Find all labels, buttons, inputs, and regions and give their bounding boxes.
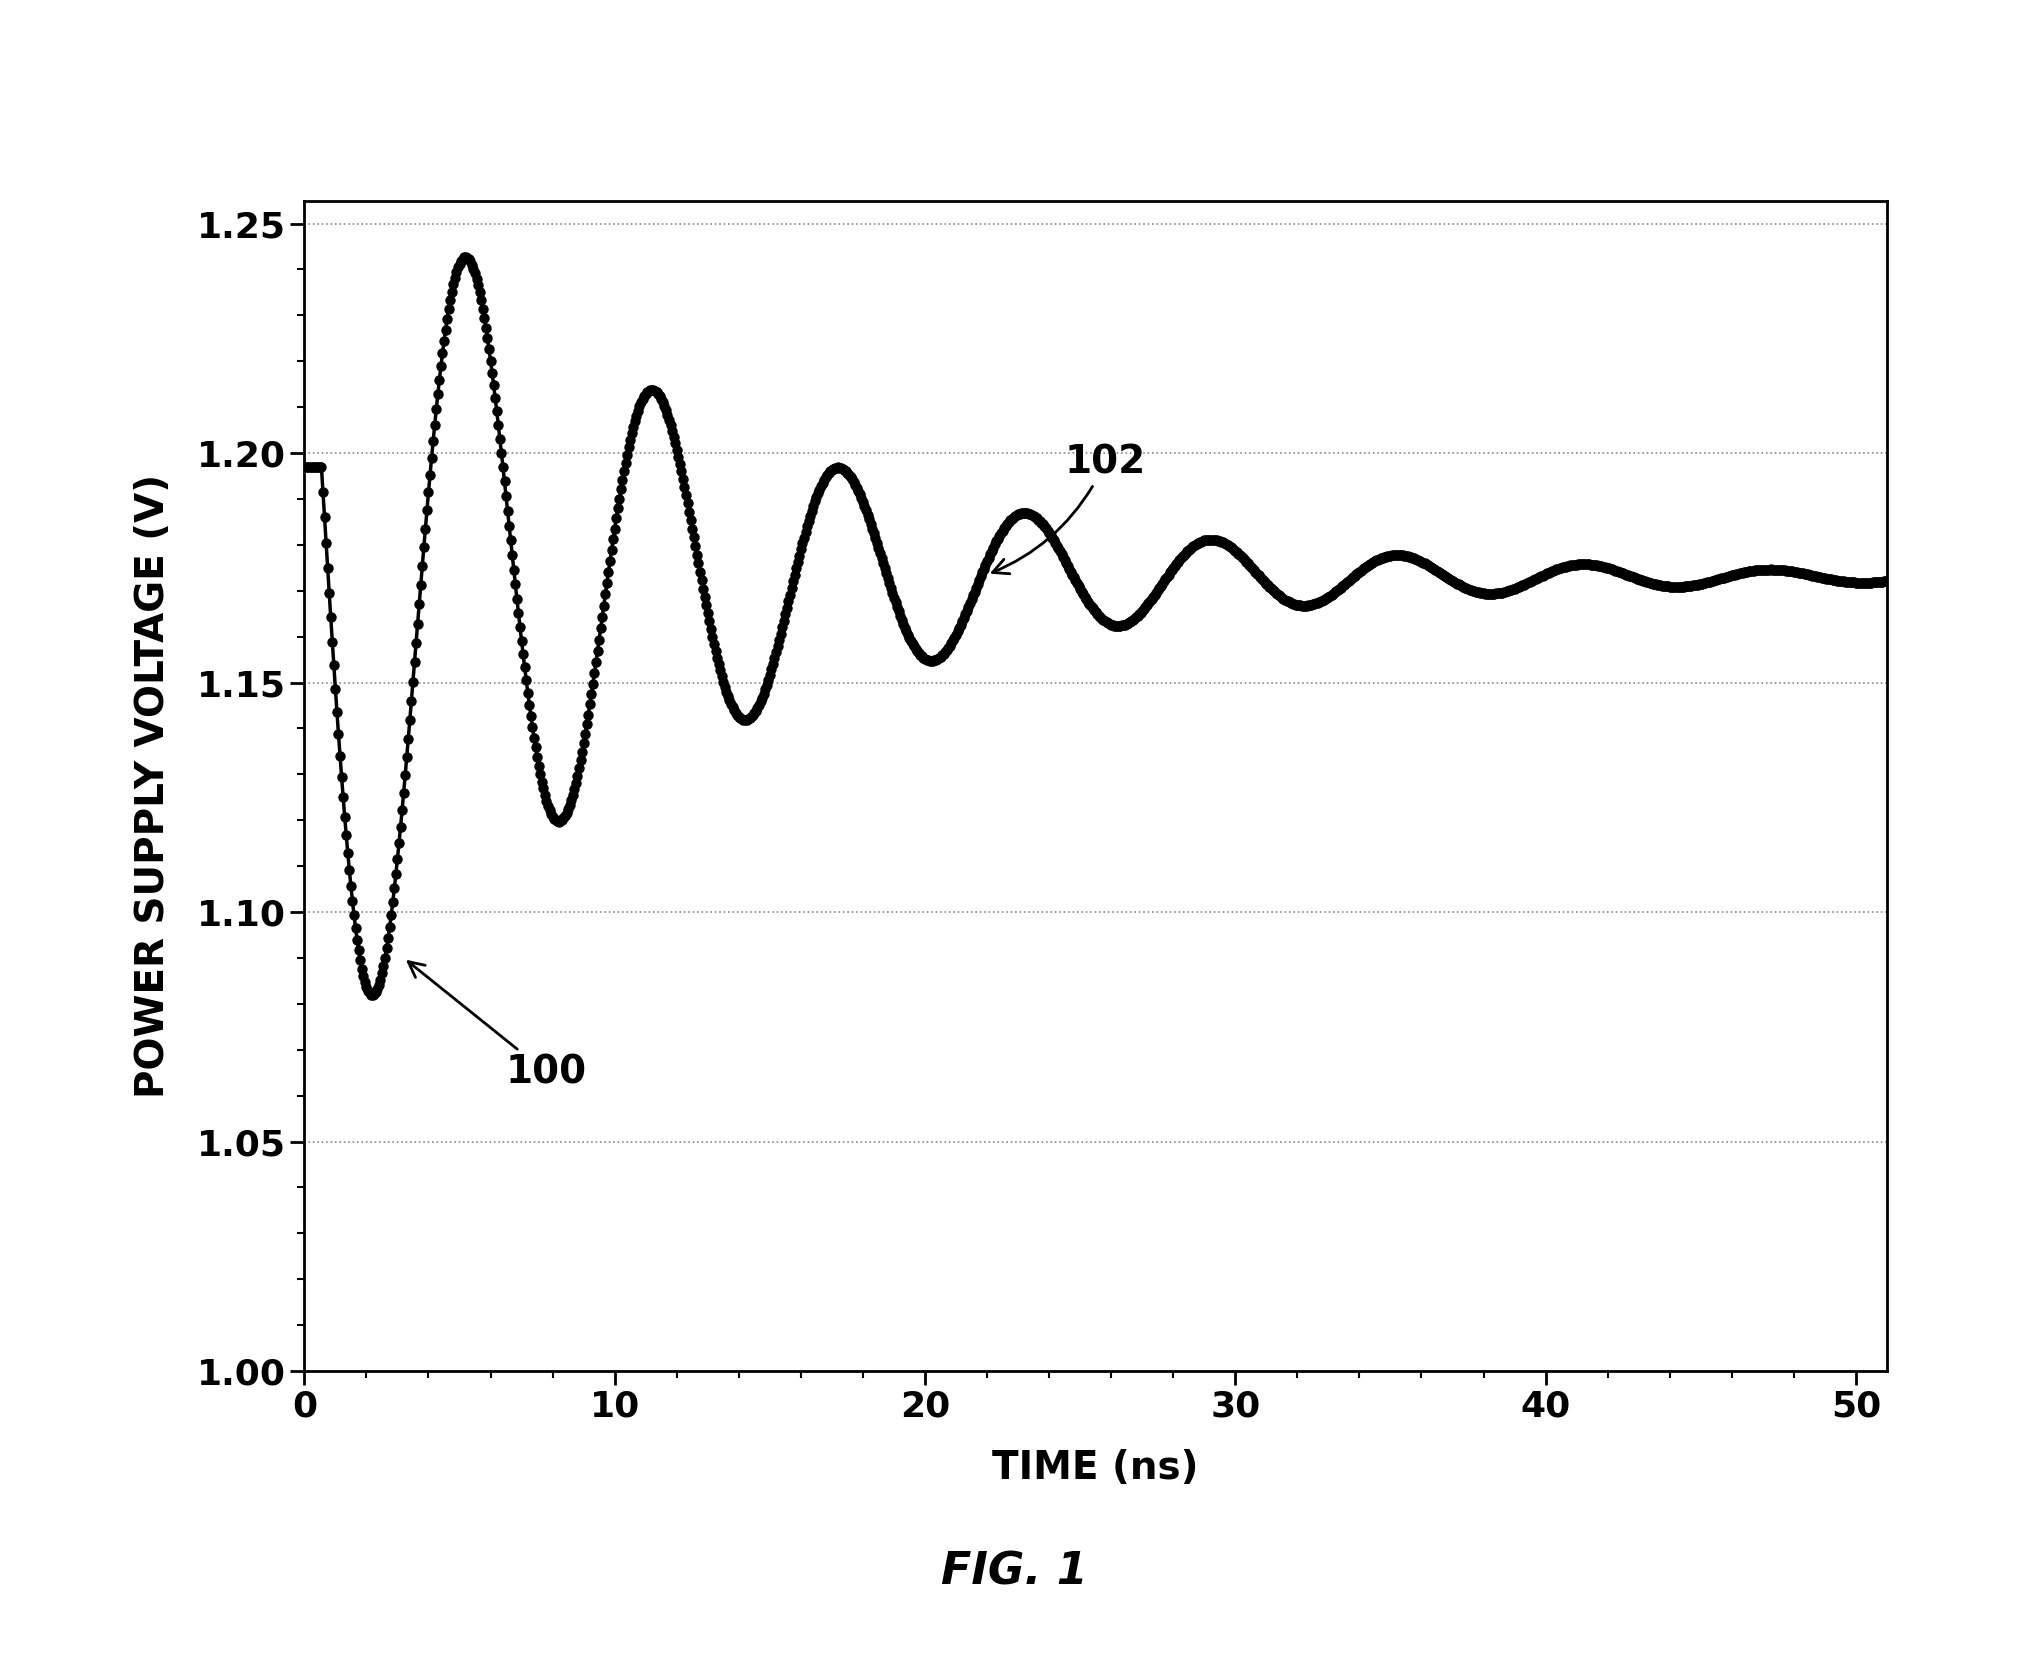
Text: 100: 100 bbox=[408, 961, 586, 1092]
Text: FIG. 1: FIG. 1 bbox=[941, 1550, 1088, 1593]
X-axis label: TIME (ns): TIME (ns) bbox=[992, 1450, 1199, 1486]
Y-axis label: POWER SUPPLY VOLTAGE (V): POWER SUPPLY VOLTAGE (V) bbox=[134, 473, 172, 1099]
Text: 102: 102 bbox=[992, 443, 1146, 573]
